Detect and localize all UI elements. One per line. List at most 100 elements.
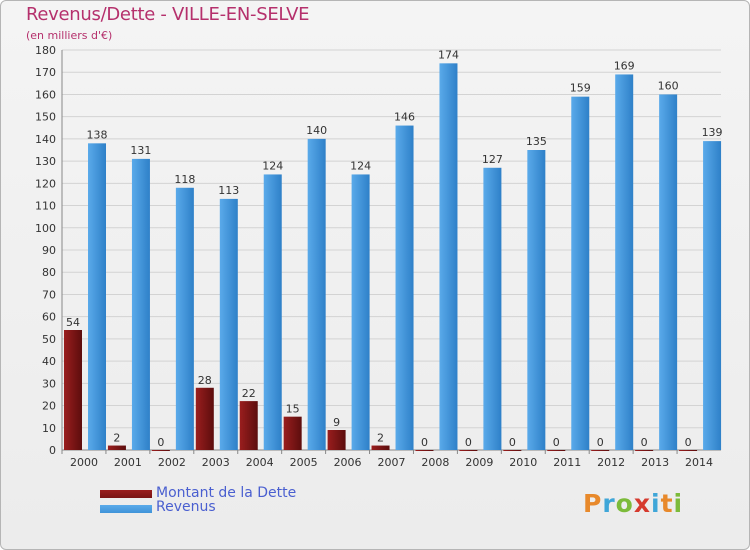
- debt-bar: [239, 401, 258, 450]
- debt-bar: [679, 450, 698, 451]
- y-tick-label: 110: [35, 200, 56, 213]
- x-tick-label: 2013: [641, 456, 669, 469]
- debt-value-label: 0: [641, 436, 648, 449]
- y-tick-label: 130: [35, 155, 56, 168]
- x-tick-label: 2005: [290, 456, 318, 469]
- debt-bar: [547, 450, 566, 451]
- y-tick-label: 30: [42, 377, 56, 390]
- x-tick-label: 2014: [685, 456, 713, 469]
- revenue-value-label: 131: [130, 144, 151, 157]
- debt-bar: [591, 450, 610, 451]
- y-tick-label: 80: [42, 266, 56, 279]
- x-tick-label: 2008: [421, 456, 449, 469]
- revenue-bar: [659, 94, 678, 450]
- revenue-bar: [571, 96, 590, 451]
- brand-letter: i: [673, 489, 684, 518]
- debt-bar: [459, 450, 478, 451]
- x-tick-label: 2001: [114, 456, 142, 469]
- x-tick-label: 2000: [70, 456, 98, 469]
- revenue-value-label: 174: [438, 48, 459, 61]
- debt-bar: [151, 450, 170, 451]
- revenue-value-label: 127: [482, 153, 503, 166]
- revenue-bar: [88, 143, 106, 451]
- debt-bar: [503, 450, 522, 451]
- revenue-bar: [263, 174, 282, 450]
- brand-letter: r: [602, 489, 616, 518]
- y-tick-label: 120: [35, 177, 56, 190]
- revenue-bar: [131, 158, 150, 450]
- revenue-value-label: 160: [658, 79, 679, 92]
- revenue-value-label: 113: [218, 184, 239, 197]
- revenue-bar: [219, 198, 238, 450]
- revenue-bar: [307, 138, 326, 450]
- brand-letter: o: [615, 489, 634, 518]
- debt-value-label: 2: [377, 432, 384, 445]
- debt-value-label: 0: [509, 436, 516, 449]
- y-tick-label: 10: [42, 422, 56, 435]
- debt-value-label: 0: [157, 436, 164, 449]
- legend-label-revenue: Revenus: [156, 499, 216, 515]
- y-tick-label: 180: [35, 44, 56, 57]
- brand-letter: P: [583, 489, 603, 518]
- revenue-bar: [175, 187, 194, 450]
- y-tick-label: 70: [42, 288, 56, 301]
- y-tick-label: 40: [42, 355, 56, 368]
- y-tick-label: 170: [35, 66, 56, 79]
- legend-swatch-debt: [100, 490, 152, 498]
- y-tick-label: 20: [42, 400, 56, 413]
- debt-value-label: 54: [66, 316, 80, 329]
- revenue-value-label: 159: [570, 82, 591, 95]
- debt-value-label: 0: [685, 436, 692, 449]
- x-tick-label: 2009: [465, 456, 493, 469]
- y-tick-label: 160: [35, 88, 56, 101]
- revenue-bar: [483, 167, 502, 450]
- debt-bar: [107, 445, 126, 450]
- revenue-bar: [439, 63, 458, 450]
- y-tick-label: 140: [35, 133, 56, 146]
- revenue-bar: [615, 74, 634, 450]
- x-tick-label: 2003: [202, 456, 230, 469]
- x-tick-label: 2006: [334, 456, 362, 469]
- debt-value-label: 9: [333, 416, 340, 429]
- debt-value-label: 2: [113, 432, 120, 445]
- x-tick-label: 2011: [553, 456, 581, 469]
- y-tick-label: 100: [35, 222, 56, 235]
- revenue-value-label: 169: [614, 59, 635, 72]
- legend-swatch-revenue: [100, 505, 152, 513]
- legend-label-debt: Montant de la Dette: [156, 485, 297, 501]
- debt-value-label: 0: [421, 436, 428, 449]
- revenue-value-label: 138: [87, 128, 108, 141]
- x-tick-label: 2002: [158, 456, 186, 469]
- y-tick-label: 150: [35, 111, 56, 124]
- revenue-value-label: 124: [350, 159, 371, 172]
- debt-bar: [327, 430, 346, 450]
- x-tick-label: 2007: [378, 456, 406, 469]
- x-tick-label: 2012: [597, 456, 625, 469]
- debt-value-label: 0: [553, 436, 560, 449]
- chart-subtitle: (en milliers d'€): [26, 29, 113, 42]
- debt-bar: [195, 387, 214, 450]
- revenue-value-label: 135: [526, 135, 547, 148]
- revenue-value-label: 140: [306, 124, 327, 137]
- debt-value-label: 0: [597, 436, 604, 449]
- revenue-bar: [703, 141, 722, 450]
- chart-title: Revenus/Dette - VILLE-EN-SELVE: [26, 4, 310, 25]
- debt-bar: [415, 450, 434, 451]
- debt-value-label: 22: [242, 387, 256, 400]
- revenue-bar: [395, 125, 414, 451]
- debt-value-label: 0: [465, 436, 472, 449]
- proxiti-logo: Proxiti: [583, 489, 683, 518]
- debt-value-label: 15: [286, 403, 300, 416]
- debt-bar: [283, 416, 302, 450]
- brand-letter: x: [633, 489, 651, 518]
- debt-value-label: 28: [198, 374, 212, 387]
- brand-letter: i: [651, 489, 661, 518]
- debt-bar: [64, 330, 82, 450]
- revenue-value-label: 146: [394, 111, 415, 124]
- debt-bar: [635, 450, 654, 451]
- y-tick-label: 60: [42, 311, 56, 324]
- x-tick-label: 2010: [509, 456, 537, 469]
- y-tick-label: 90: [42, 244, 56, 257]
- revenue-value-label: 118: [174, 173, 195, 186]
